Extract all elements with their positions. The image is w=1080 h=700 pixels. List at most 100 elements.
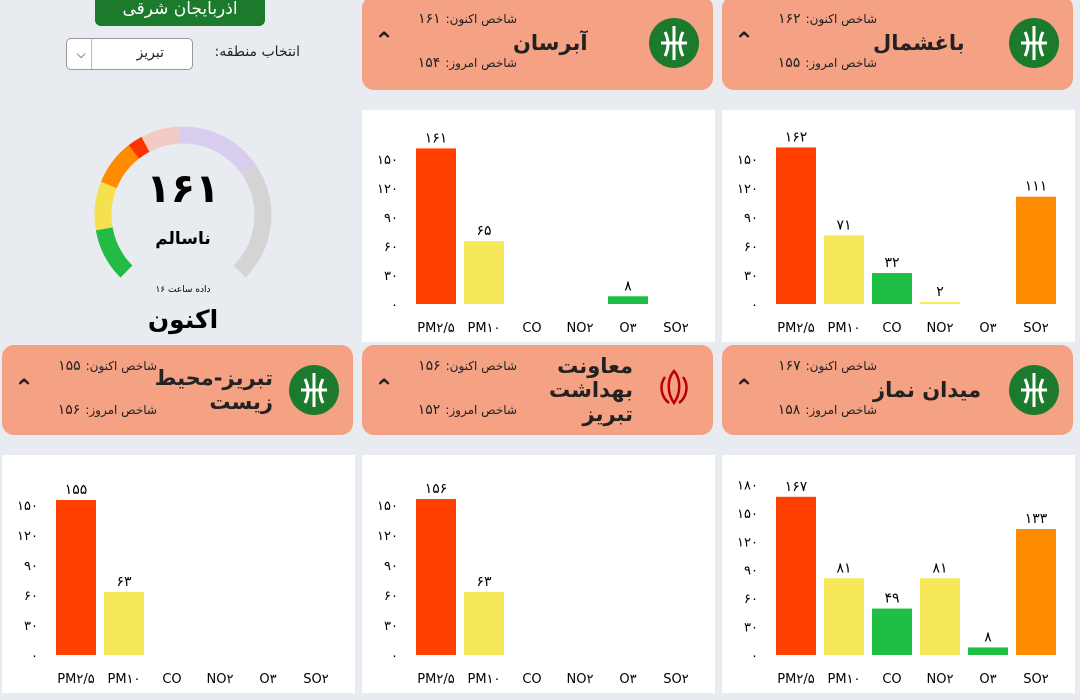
collapse-button[interactable]: ⌃ — [734, 27, 755, 55]
logo-mark — [1021, 373, 1047, 407]
y-tick-label: ۱۵۰ — [377, 499, 398, 514]
reading-value: ۱۶۲ — [778, 11, 801, 27]
bar — [776, 147, 816, 304]
bar — [56, 500, 96, 655]
gauge-segment — [141, 126, 180, 153]
bar — [104, 592, 144, 655]
value-label: ۶۵ — [476, 223, 491, 239]
y-tick-label: ۱۲۰ — [377, 529, 398, 544]
select-arrow: ⌵ — [71, 39, 92, 69]
reading-today: شاخص امروز: ۱۵۸ — [767, 402, 877, 418]
bar — [776, 496, 816, 655]
collapse-button[interactable]: ⌃ — [374, 27, 395, 55]
y-tick-label: ۱۲۰ — [737, 182, 758, 197]
x-tick-label: SO۲ — [303, 672, 328, 687]
value-label: ۱۶۲ — [785, 129, 808, 145]
gauge: ۱۶۱ ناسالم داده ساعت ۱۶ اکنون — [94, 126, 272, 335]
x-tick-label: PM۲/۵ — [417, 321, 454, 336]
x-tick-label: PM۱۰ — [467, 672, 500, 687]
station-name: آبرسان — [513, 30, 588, 55]
gauge-segment — [128, 136, 150, 159]
value-label: ۳۲ — [884, 255, 899, 271]
reading-now: شاخص اکنون: ۱۵۶ — [407, 358, 517, 374]
bar — [872, 273, 912, 304]
bar — [608, 296, 648, 304]
station-name: باغشمال — [873, 30, 965, 55]
reading-now: شاخص اکنون: ۱۵۵ — [47, 358, 157, 374]
value-label: ۱۵۵ — [65, 482, 88, 498]
y-tick-label: ۳۰ — [744, 621, 758, 636]
x-tick-label: SO۲ — [1023, 321, 1048, 336]
collapse-button[interactable]: ⌃ — [734, 374, 755, 402]
y-tick-label: ۰ — [391, 298, 398, 313]
chart: ۰ ۳۰ ۶۰ ۹۰ ۱۲۰ ۱۵۰ PM۲/۵ ۱۵۵ PM۱۰ ۶۳ CO NO۲ O۳ SO۲ — [2, 455, 355, 693]
collapse-button[interactable]: ⌃ — [374, 374, 395, 402]
region-badge: آذربایجان شرقی — [95, 0, 265, 26]
station-card: آبرسان شاخص اکنون: ۱۶۱ شاخص امروز: ۱۵۴ ⌃ — [362, 0, 713, 90]
gauge-caption: اکنون — [148, 305, 218, 335]
emblem — [660, 369, 688, 406]
value-label: ۱۵۶ — [425, 481, 448, 497]
y-tick-label: ۰ — [391, 649, 398, 664]
gauge-segment — [178, 126, 256, 175]
reading-label: شاخص اکنون: — [445, 12, 517, 26]
x-tick-label: CO — [882, 321, 901, 336]
x-tick-label: PM۲/۵ — [57, 672, 94, 687]
reading-label: شاخص امروز: — [805, 403, 877, 417]
y-tick-label: ۶۰ — [744, 240, 758, 255]
y-tick-label: ۰ — [31, 649, 38, 664]
y-tick-label: ۰ — [751, 649, 758, 664]
reading-value: ۱۵۶ — [418, 358, 441, 374]
bar — [920, 578, 960, 655]
bar — [824, 235, 864, 304]
y-tick-label: ۱۵۰ — [737, 153, 758, 168]
logo-mark — [661, 26, 687, 60]
reading-value: ۱۵۴ — [417, 55, 441, 71]
value-label: ۸۱ — [836, 560, 851, 576]
reading-label: شاخص اکنون: — [805, 12, 877, 26]
reading-today: شاخص امروز: ۱۵۲ — [407, 402, 517, 418]
station-name: معاونت بهداشت تبریز — [549, 353, 633, 427]
select-label: انتخاب منطقه: — [214, 44, 300, 60]
x-tick-label: PM۱۰ — [827, 672, 860, 687]
bar — [416, 148, 456, 304]
gauge-value: ۱۶۱ — [146, 166, 219, 212]
reading-label: شاخص امروز: — [805, 56, 877, 70]
x-tick-label: O۳ — [979, 672, 996, 687]
chart: ۰ ۳۰ ۶۰ ۹۰ ۱۲۰ ۱۵۰ PM۲/۵ ۱۶۱ PM۱۰ ۶۵ CO NO۲ O۳ ۸ SO۲ — [362, 110, 715, 342]
y-tick-label: ۹۰ — [384, 559, 398, 574]
reading-value: ۱۵۲ — [417, 402, 441, 418]
station-name: میدان نماز — [873, 377, 982, 402]
collapse-button[interactable]: ⌃ — [14, 374, 35, 402]
reading-today: شاخص امروز: ۱۵۴ — [407, 55, 517, 71]
reading-label: شاخص اکنون: — [85, 359, 157, 373]
y-tick-label: ۳۰ — [384, 619, 398, 634]
x-tick-label: PM۱۰ — [467, 321, 500, 336]
bar — [1016, 196, 1056, 304]
y-tick-label: ۳۰ — [384, 269, 398, 284]
reading-now: شاخص اکنون: ۱۶۷ — [767, 358, 877, 374]
x-tick-label: NO۲ — [567, 672, 594, 687]
x-tick-label: NO۲ — [927, 321, 954, 336]
x-tick-label: CO — [162, 672, 181, 687]
bar — [416, 499, 456, 655]
y-tick-label: ۹۰ — [384, 211, 398, 226]
x-tick-label: NO۲ — [567, 321, 594, 336]
region-select[interactable]: تبریز ⌵ — [66, 38, 193, 70]
y-tick-label: ۹۰ — [744, 211, 758, 226]
chart: ۰ ۳۰ ۶۰ ۹۰ ۱۲۰ ۱۵۰ PM۲/۵ ۱۶۲ PM۱۰ ۷۱ CO ۳۲ NO۲ ۲ O۳ SO۲… — [722, 110, 1075, 342]
reading-label: شاخص اکنون: — [445, 359, 517, 373]
x-tick-label: NO۲ — [927, 672, 954, 687]
value-label: ۸ — [624, 278, 632, 294]
value-label: ۱۱۱ — [1025, 179, 1048, 195]
gauge-time: داده ساعت ۱۶ — [155, 285, 210, 295]
reading-value: ۱۵۸ — [777, 402, 801, 418]
value-label: ۲ — [936, 284, 944, 300]
station-card: معاونت بهداشت تبریز شاخص اکنون: ۱۵۶ شاخص ام… — [362, 345, 713, 435]
y-tick-label: ۱۵۰ — [17, 499, 38, 514]
select-value: تبریز — [136, 45, 164, 61]
y-tick-label: ۳۰ — [744, 269, 758, 284]
gauge-segment — [94, 181, 117, 231]
value-label: ۱۶۷ — [785, 479, 808, 495]
reading-today: شاخص امروز: ۱۵۵ — [767, 55, 877, 71]
